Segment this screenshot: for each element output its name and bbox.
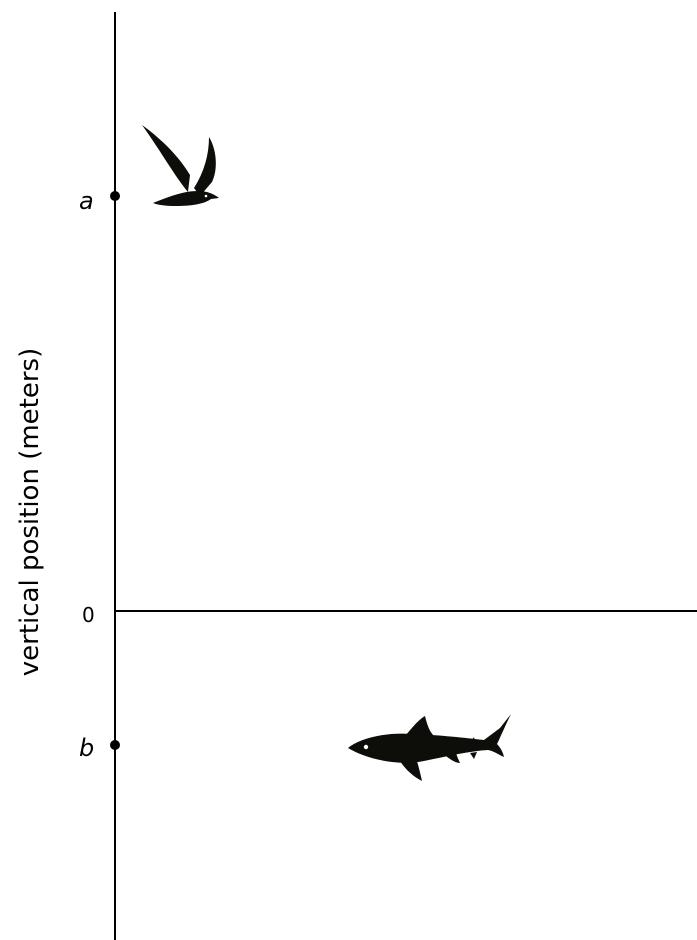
marker-b-label: b xyxy=(79,734,94,762)
axis-title: vertical position (meters) xyxy=(15,348,45,677)
zero-label: 0 xyxy=(82,603,95,627)
marker-a-dot xyxy=(110,191,120,201)
marker-b-dot xyxy=(110,740,120,750)
shark-icon xyxy=(348,714,511,781)
bird-icon xyxy=(142,125,219,206)
marker-a-label: a xyxy=(79,187,94,215)
